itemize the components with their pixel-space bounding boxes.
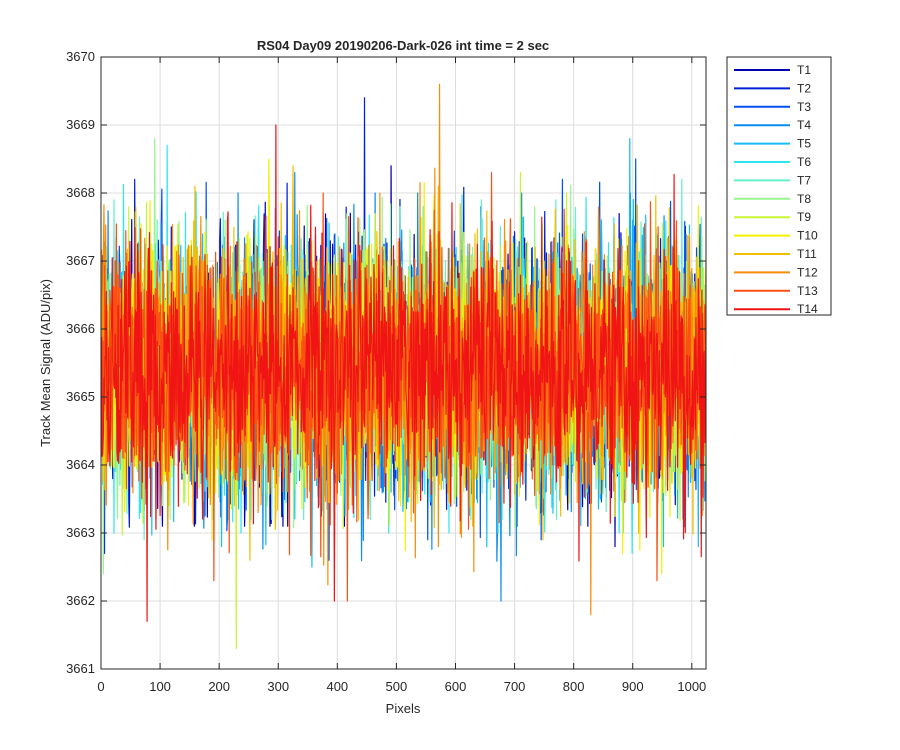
- y-tick-label: 3664: [66, 457, 95, 472]
- x-tick-label: 700: [504, 679, 526, 694]
- x-axis: 0 100 200 300 400 500 600 700 800 900 1000: [97, 57, 706, 694]
- x-tick-label: 500: [386, 679, 408, 694]
- legend-label-t4: T4: [797, 118, 811, 132]
- x-tick-label: 1000: [677, 679, 706, 694]
- y-tick-label: 3665: [66, 389, 95, 404]
- x-tick-label: 600: [445, 679, 467, 694]
- y-tick-label: 3663: [66, 525, 95, 540]
- legend-label-t10: T10: [797, 229, 818, 243]
- legend-label-t6: T6: [797, 155, 811, 169]
- y-tick-label: 3661: [66, 661, 95, 676]
- y-tick-label: 3667: [66, 253, 95, 268]
- x-tick-label: 0: [97, 679, 104, 694]
- x-tick-label: 400: [326, 679, 348, 694]
- y-tick-label: 3670: [66, 49, 95, 64]
- series-line-t14: [101, 124, 706, 622]
- x-tick-label: 200: [208, 679, 230, 694]
- legend-label-t8: T8: [797, 192, 811, 206]
- legend-label-t7: T7: [797, 173, 811, 187]
- legend-label-t11: T11: [797, 247, 817, 261]
- legend: T1 T2 T3 T4 T5 T6 T7 T8 T9 T10 T11 T12 T13 T14: [726, 56, 832, 316]
- legend-label-t12: T12: [797, 265, 818, 279]
- legend-label-t13: T13: [797, 284, 818, 298]
- x-tick-label: 800: [563, 679, 585, 694]
- y-axis-label: Track Mean Signal (ADU/pix): [38, 279, 53, 447]
- x-tick-label: 100: [149, 679, 171, 694]
- y-tick-label: 3668: [66, 185, 95, 200]
- x-axis-label: Pixels: [386, 701, 421, 716]
- y-axis: 3661 3662 3663 3664 3665 3666 3667 3668 3669 3670: [66, 49, 706, 676]
- axes-box: [100, 56, 707, 670]
- legend-label-t3: T3: [797, 100, 811, 114]
- legend-label-t5: T5: [797, 137, 811, 151]
- y-tick-label: 3662: [66, 593, 95, 608]
- x-tick-label: 900: [622, 679, 644, 694]
- y-tick-label: 3666: [66, 321, 95, 336]
- chart-title: RS04 Day09 20190206-Dark-026 int time = …: [257, 38, 549, 53]
- legend-label-t14: T14: [797, 302, 818, 316]
- legend-label-t1: T1: [797, 63, 811, 77]
- series-layer: [101, 83, 706, 650]
- y-tick-label: 3669: [66, 117, 95, 132]
- series-line-t13: [101, 172, 706, 602]
- legend-label-t2: T2: [797, 81, 811, 95]
- legend-label-t9: T9: [797, 210, 811, 224]
- x-tick-label: 300: [267, 679, 289, 694]
